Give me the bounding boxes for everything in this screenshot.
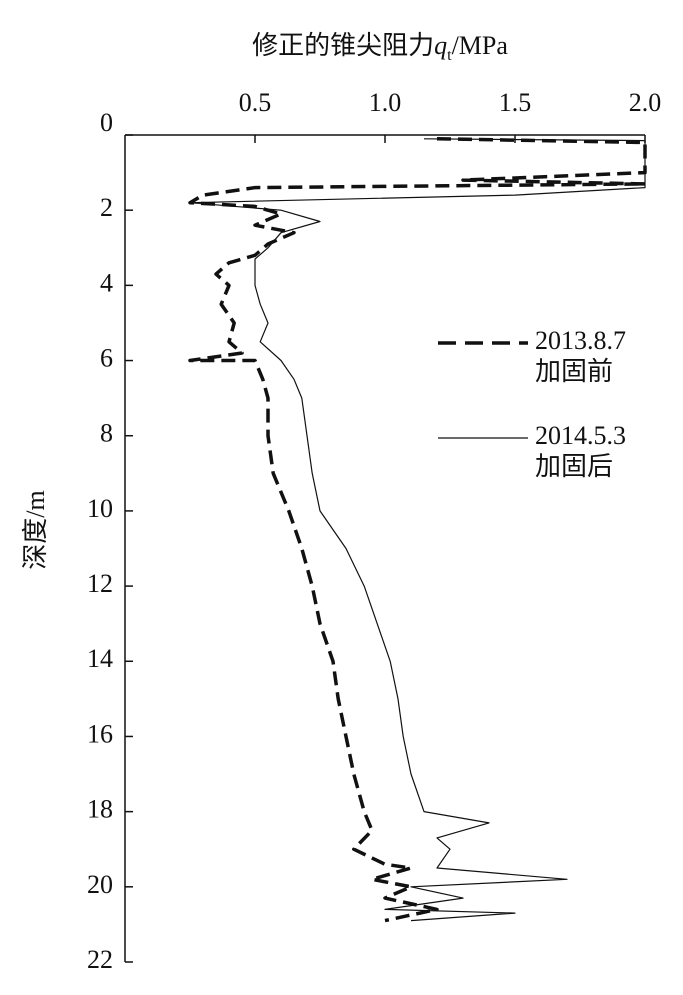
series-line bbox=[189, 138, 646, 922]
x-axis-title: 修正的锥尖阻力qt/MPa bbox=[252, 31, 508, 64]
y-tick-label: 16 bbox=[87, 719, 113, 748]
y-tick-label: 14 bbox=[87, 644, 113, 673]
y-tick-label: 0 bbox=[100, 108, 113, 137]
y-tick-label: 18 bbox=[87, 795, 113, 824]
x-tick-label: 1.5 bbox=[499, 88, 532, 117]
legend-label: 2013.8.7 bbox=[535, 326, 626, 355]
x-tick-label: 1.0 bbox=[369, 88, 402, 117]
y-tick-label: 22 bbox=[87, 945, 113, 974]
x-title-sub: t bbox=[447, 47, 452, 64]
y-tick-label: 6 bbox=[100, 344, 113, 373]
x-tick-label: 2.0 bbox=[629, 88, 662, 117]
x-title-text: 修正的锥尖阻力 bbox=[252, 31, 434, 60]
y-tick-label: 10 bbox=[87, 494, 113, 523]
x-title-var: q bbox=[434, 31, 447, 60]
y-tick-label: 2 bbox=[100, 193, 113, 222]
x-tick-label: 0.5 bbox=[239, 88, 272, 117]
y-tick-label: 8 bbox=[100, 419, 113, 448]
legend-description: 加固前 bbox=[535, 357, 613, 386]
legend-label: 2014.5.3 bbox=[535, 421, 626, 450]
y-axis-title: 深度/m bbox=[21, 490, 50, 569]
y-tick-label: 4 bbox=[100, 268, 113, 297]
y-tick-label: 12 bbox=[87, 569, 113, 598]
legend-description: 加固后 bbox=[535, 452, 613, 481]
y-tick-label: 20 bbox=[87, 870, 113, 899]
x-title-unit: /MPa bbox=[452, 31, 509, 60]
